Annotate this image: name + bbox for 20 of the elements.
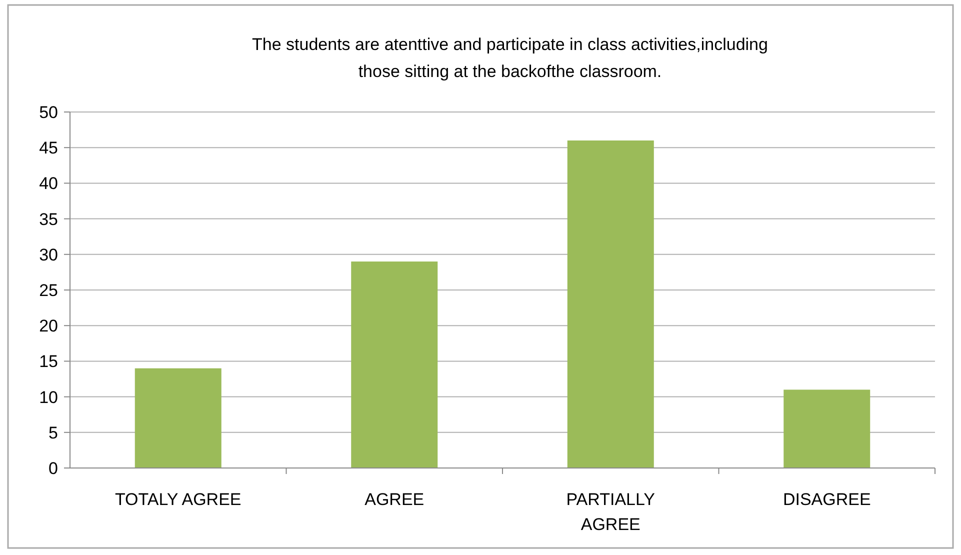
- chart-title: The students are atenttive and participate in class activities,including those sitting at the backofthe classroom.: [252, 35, 768, 81]
- y-tick-label: 45: [39, 138, 58, 158]
- y-tick-label: 15: [39, 352, 58, 372]
- x-tick-label: PARTIALLY AGREE: [566, 490, 656, 534]
- bar: [134, 368, 222, 468]
- bar: [567, 140, 654, 468]
- y-tick-label: 25: [39, 280, 58, 300]
- bar: [784, 390, 870, 468]
- x-tick-label: TOTALY AGREE: [114, 490, 242, 509]
- y-tick-label: 40: [39, 174, 58, 194]
- y-tick-label: 50: [39, 102, 58, 122]
- y-tick-label: 35: [39, 210, 58, 229]
- y-tick-label: 0: [48, 458, 58, 478]
- bar: [351, 262, 438, 468]
- x-tick-label: DISAGREE: [782, 490, 871, 509]
- y-tick-label: 5: [48, 423, 58, 442]
- x-tick-label: AGREE: [364, 490, 424, 509]
- y-tick-label: 10: [39, 388, 58, 407]
- y-tick-label: 30: [39, 245, 58, 264]
- y-tick-label: 20: [39, 316, 58, 336]
